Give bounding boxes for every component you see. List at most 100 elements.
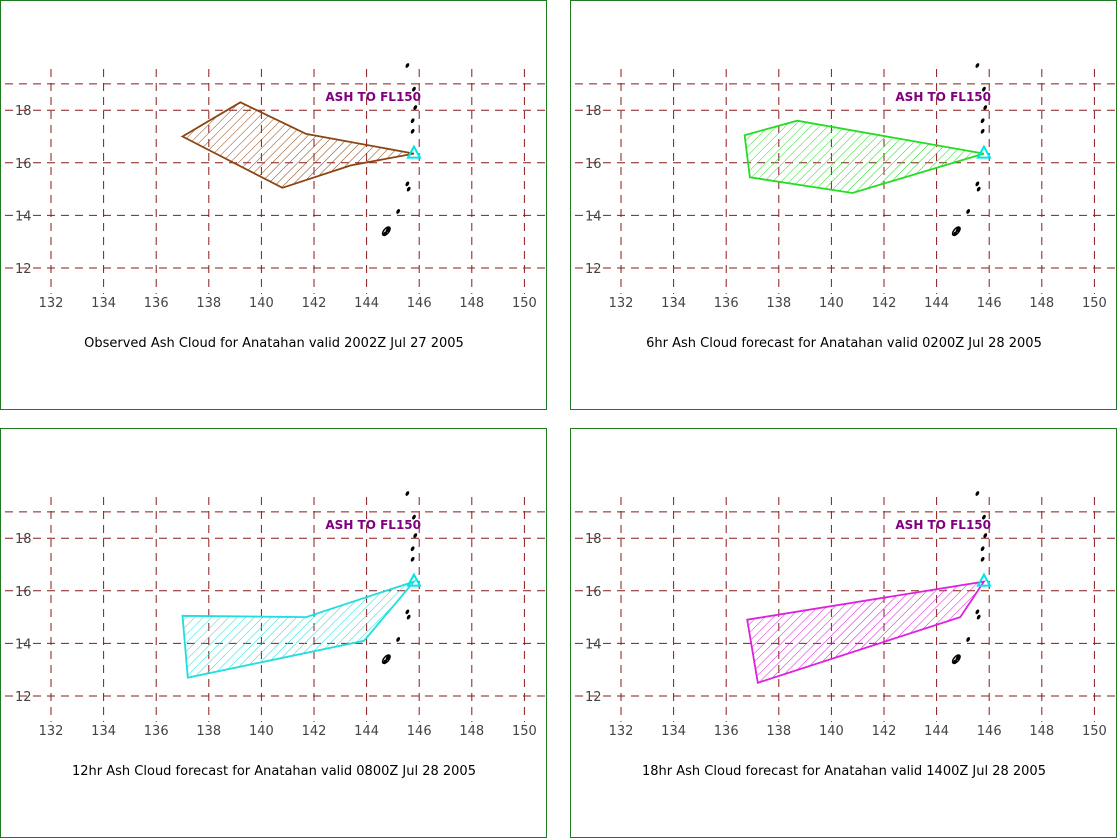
ash-height-label: ASH TO FL150 [325,518,421,532]
island-marker [982,514,986,520]
longitude-tick-label: 138 [196,724,221,739]
latitude-tick-label: 18 [585,532,602,547]
longitude-tick-label: 134 [91,724,116,739]
island-marker [406,614,411,620]
latitude-tick-label: 16 [15,157,32,172]
panel-caption: 12hr Ash Cloud forecast for Anatahan val… [72,764,476,779]
panel-observed: 12 14 16 18 132 134 136 138 140 142 144 146 148 150 AS… [0,0,548,410]
ash-height-label: ASH TO FL150 [895,90,991,104]
latitude-tick-label: 12 [585,262,602,277]
volcano-icon [406,572,422,587]
island-marker [980,556,985,562]
longitude-tick-label: 148 [459,296,484,311]
longitude-tick-label: 146 [977,724,1002,739]
island-marker [396,637,401,642]
island-marker [982,86,986,92]
panel-caption: Observed Ash Cloud for Anatahan valid 20… [84,336,464,351]
island-marker [396,209,401,214]
longitude-tick-label: 132 [39,296,64,311]
volcano-icon [976,572,992,587]
guam-island [381,654,391,665]
guam-island [381,226,391,237]
island-marker [412,86,416,92]
island-marker [983,105,988,110]
latitude-tick-label: 14 [15,637,32,652]
island-marker [983,533,988,538]
map-grid [5,69,548,294]
ash-height-label: ASH TO FL150 [325,90,421,104]
island-marker [975,609,980,615]
map-observed: 12 14 16 18 132 134 136 138 140 142 144 146 148 150 AS… [5,63,548,351]
island-marker [955,227,960,233]
latitude-tick-label: 12 [585,690,602,705]
island-marker [405,181,410,187]
island-marker [966,209,971,214]
longitude-tick-label: 136 [714,724,739,739]
longitude-tick-label: 132 [39,724,64,739]
longitude-tick-label: 150 [1082,296,1107,311]
island-marker [413,533,418,538]
longitude-tick-label: 148 [1029,296,1054,311]
latitude-tick-label: 18 [585,104,602,119]
island-marker [966,637,971,642]
longitude-tick-label: 146 [977,296,1002,311]
longitude-tick-label: 142 [872,724,897,739]
longitude-tick-label: 144 [924,724,949,739]
longitude-tick-label: 134 [661,724,686,739]
ash-cloud-polygon [180,101,415,189]
longitude-tick-label: 144 [354,724,379,739]
volcano-icon [406,144,422,159]
longitude-tick-label: 136 [714,296,739,311]
longitude-tick-label: 134 [91,296,116,311]
map-6hr-forecast: 12 14 16 18 132 134 136 138 140 142 144 146 148 150 AS… [575,63,1118,351]
ash-cloud-polygon [743,119,985,194]
longitude-tick-label: 150 [1082,724,1107,739]
latitude-tick-label: 16 [585,157,602,172]
island-marker [410,556,415,562]
longitude-tick-label: 146 [407,296,432,311]
island-marker [385,655,390,661]
longitude-tick-label: 136 [144,296,169,311]
latitude-tick-label: 14 [585,209,602,224]
longitude-tick-label: 150 [512,724,537,739]
island-marker [405,609,410,615]
longitude-tick-label: 144 [924,296,949,311]
longitude-tick-label: 138 [196,296,221,311]
latitude-tick-label: 14 [585,637,602,652]
island-marker [976,186,981,192]
longitude-tick-label: 138 [766,724,791,739]
longitude-tick-label: 134 [661,296,686,311]
island-marker [385,227,390,233]
island-marker [406,186,411,192]
longitude-tick-label: 150 [512,296,537,311]
island-marker [405,63,410,68]
panel-caption: 18hr Ash Cloud forecast for Anatahan val… [642,764,1046,779]
latitude-tick-label: 16 [15,585,32,600]
longitude-tick-label: 148 [459,724,484,739]
island-marker [975,491,980,496]
longitude-tick-label: 146 [407,724,432,739]
panel-12hr-forecast: 12 14 16 18 132 134 136 138 140 142 144 146 148 150 AS… [0,428,548,838]
longitude-tick-label: 136 [144,724,169,739]
guam-island [951,654,961,665]
island-marker [410,118,415,124]
island-marker [975,63,980,68]
longitude-tick-label: 132 [609,296,634,311]
latitude-tick-label: 12 [15,262,32,277]
ash-cloud-polygon [181,579,417,679]
panel-6hr-forecast: 12 14 16 18 132 134 136 138 140 142 144 146 148 150 AS… [570,0,1118,410]
longitude-tick-label: 138 [766,296,791,311]
island-marker [980,546,985,552]
island-marker [413,105,418,110]
longitude-tick-label: 148 [1029,724,1054,739]
island-marker [412,514,416,520]
latitude-tick-label: 16 [585,585,602,600]
island-marker [975,181,980,187]
map-grid [5,497,548,722]
latitude-tick-label: 18 [15,104,32,119]
guam-island [951,226,961,237]
panel-caption: 6hr Ash Cloud forecast for Anatahan vali… [646,336,1042,351]
island-marker [405,491,410,496]
island-marker [410,546,415,552]
longitude-tick-label: 140 [819,724,844,739]
